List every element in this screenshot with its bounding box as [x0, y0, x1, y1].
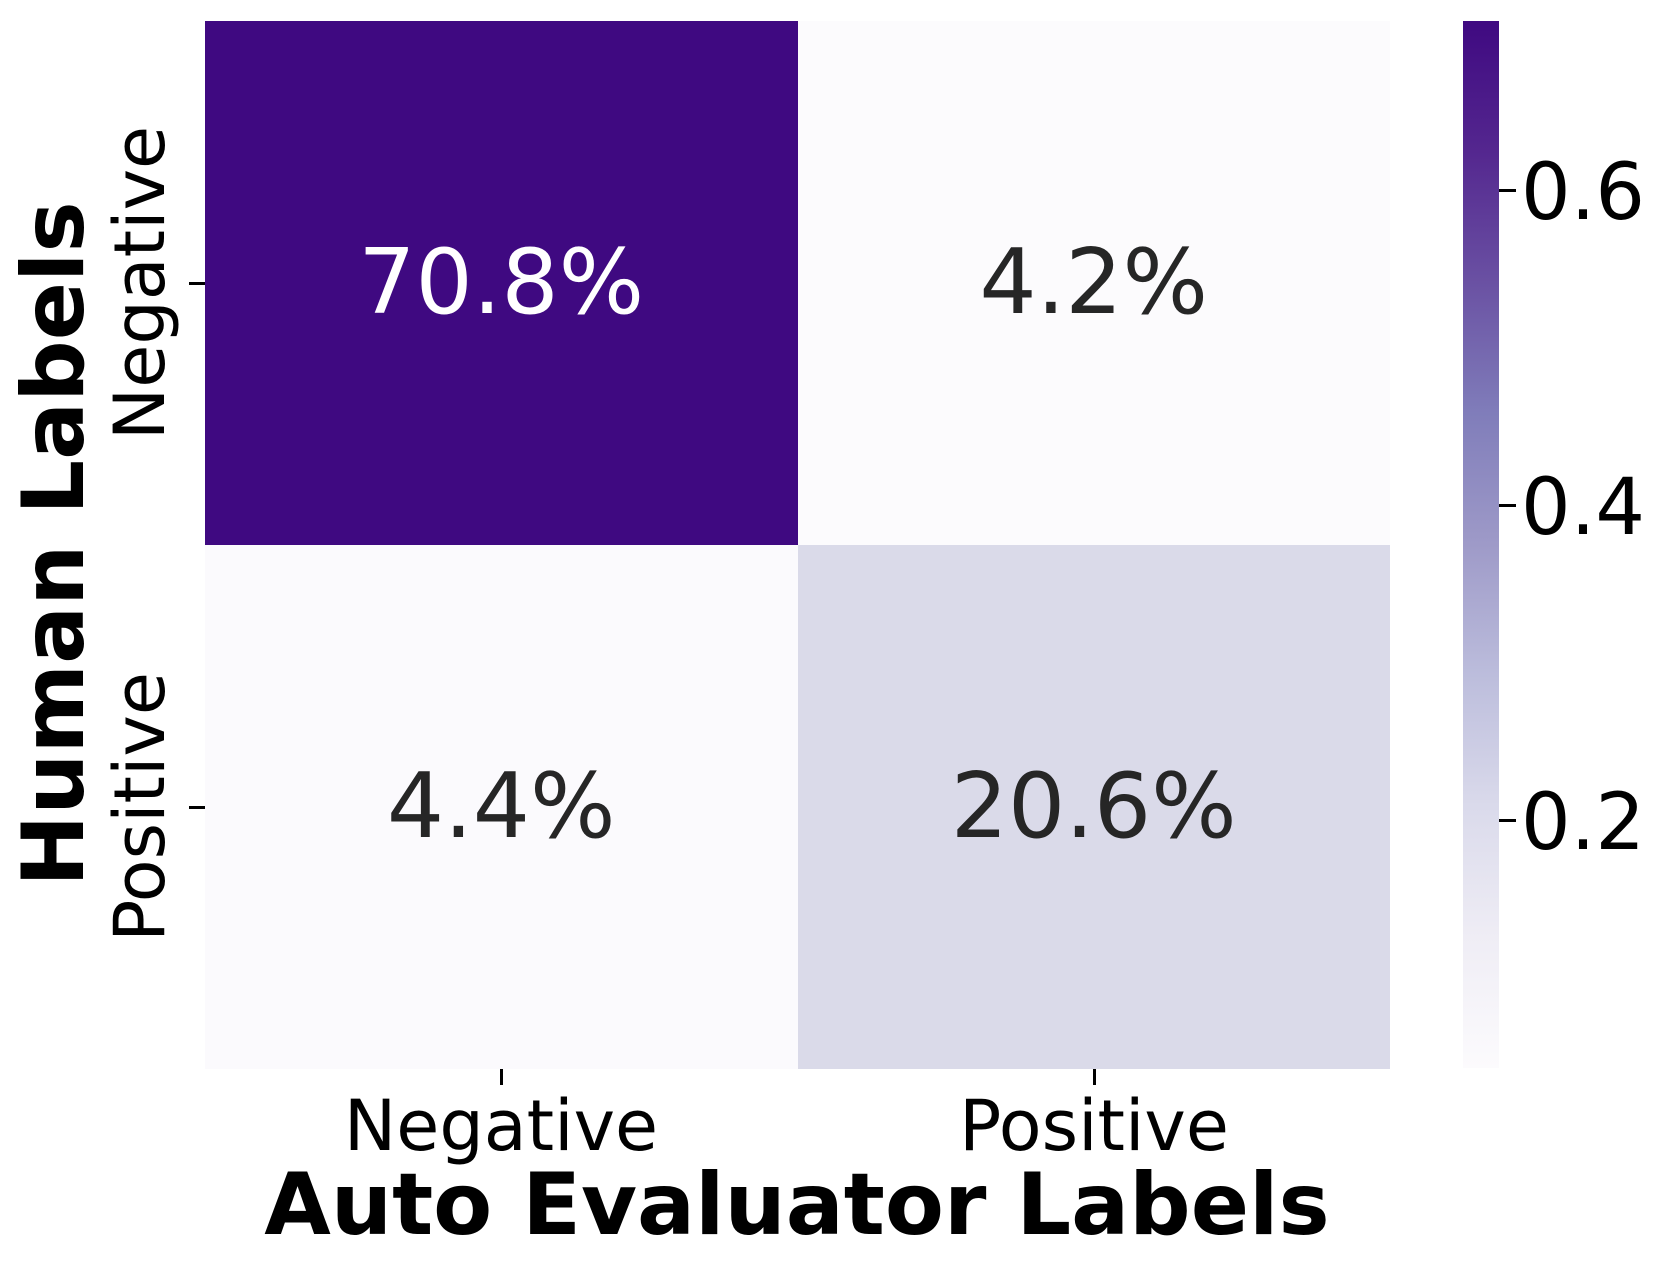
cell-value-label: 20.6% [950, 754, 1237, 859]
heatmap-cell-human-negative-auto-negative: 70.8% [205, 21, 798, 545]
heatmap-cell-human-negative-auto-positive: 4.2% [797, 21, 1390, 545]
y-axis-title: Human Labels [4, 201, 104, 887]
colorbar-tick-0.6 [1499, 189, 1516, 192]
y-axis-tick-negative [189, 282, 205, 285]
x-axis-title: Auto Evaluator Labels [264, 1155, 1330, 1255]
y-axis-tick-label-negative: Negative [99, 125, 181, 441]
cell-value-label: 4.4% [386, 754, 616, 859]
y-axis-tick-positive [189, 806, 205, 809]
colorbar-tick-0.2 [1499, 819, 1516, 822]
heatmap-cell-human-positive-auto-negative: 4.4% [205, 545, 798, 1069]
colorbar-tick-label-0.4: 0.4 [1521, 463, 1646, 553]
x-axis-tick-negative [500, 1069, 503, 1085]
cell-value-label: 70.8% [358, 230, 645, 335]
cell-value-label: 4.2% [979, 230, 1209, 335]
x-axis-tick-positive [1093, 1069, 1096, 1085]
y-axis-tick-label-positive: Positive [99, 672, 181, 942]
colorbar-tick-0.4 [1499, 504, 1516, 507]
x-axis-tick-label-negative: Negative [343, 1085, 659, 1167]
colorbar-tick-label-0.2: 0.2 [1521, 778, 1646, 868]
colorbar-gradient [1463, 21, 1499, 1068]
x-axis-tick-label-positive: Positive [959, 1085, 1229, 1167]
colorbar-tick-label-0.6: 0.6 [1521, 148, 1646, 238]
heatmap-grid: 70.8% 4.2% 4.4% 20.6% [205, 21, 1390, 1069]
heatmap-cell-human-positive-auto-positive: 20.6% [797, 545, 1390, 1069]
